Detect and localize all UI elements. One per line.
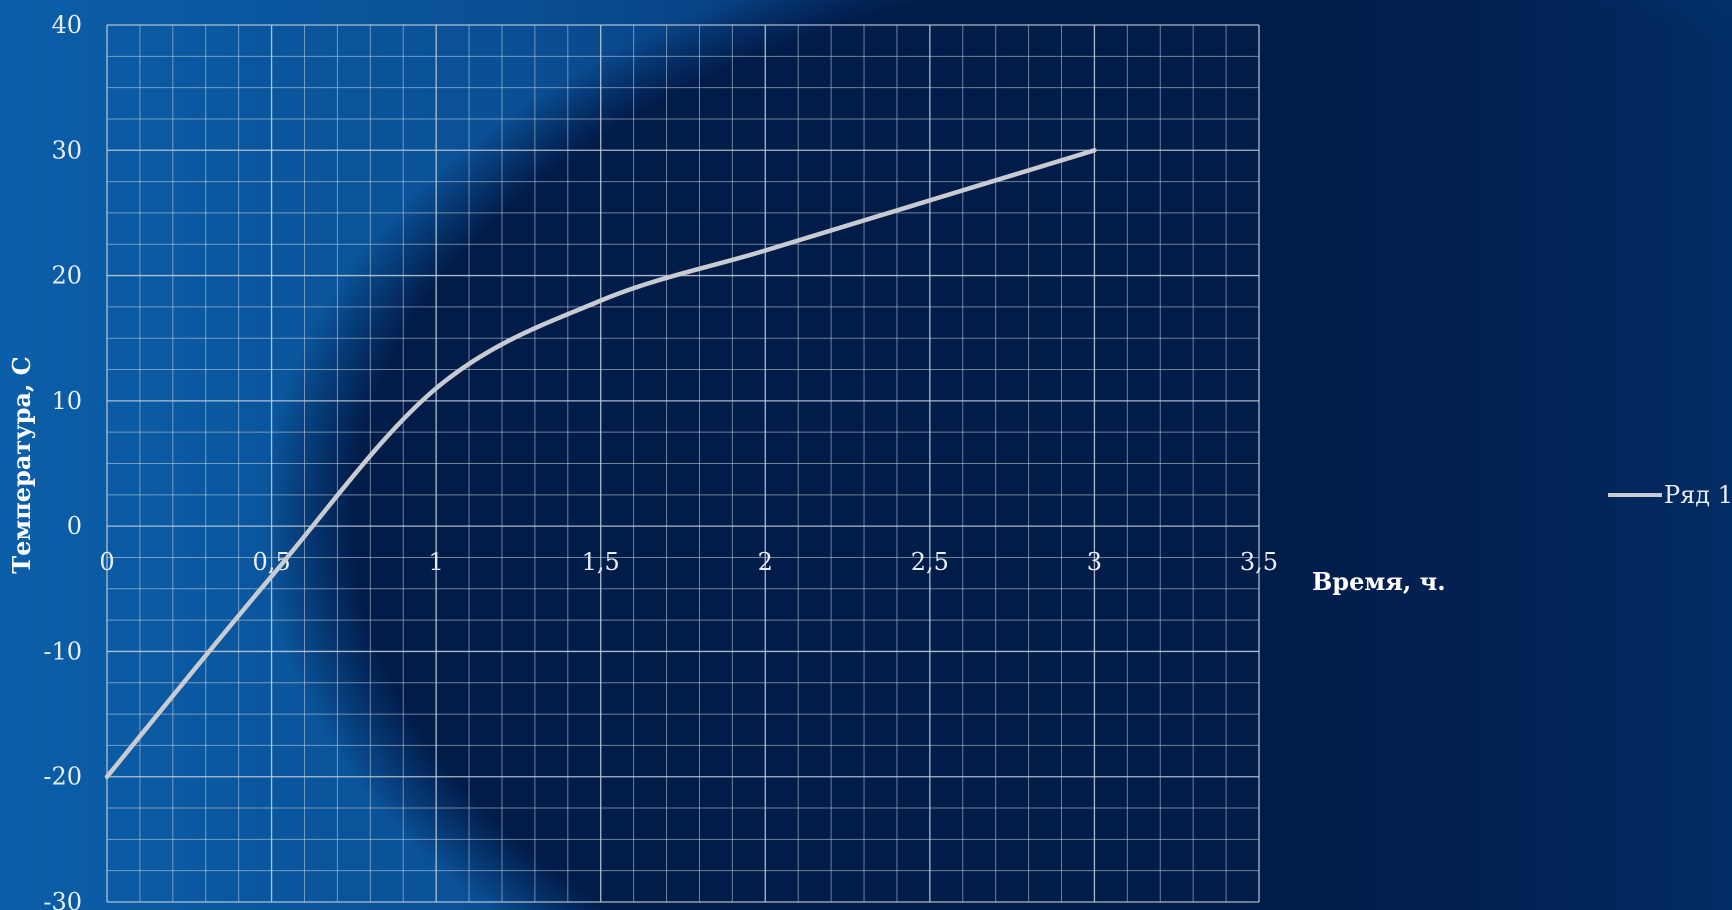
y-tick-label: -10: [43, 637, 82, 665]
y-tick-label: 10: [51, 387, 82, 415]
x-tick-label: 1,5: [582, 548, 620, 576]
x-tick-label: 0: [99, 548, 114, 576]
y-tick-label: 0: [67, 512, 82, 540]
x-tick-label: 3,5: [1240, 548, 1278, 576]
x-tick-label: 2,5: [911, 548, 949, 576]
background-right-fade: [1250, 0, 1732, 910]
legend-label-ryad-1: Ряд 1: [1664, 481, 1732, 509]
y-axis-title: Температура, С: [7, 356, 36, 574]
x-tick-label: 2: [758, 548, 773, 576]
legend: Ряд 1: [1608, 481, 1732, 509]
y-tick-label: -30: [43, 888, 82, 910]
grid: [106, 24, 1260, 903]
series-line-ryad-1: [104, 148, 1097, 779]
x-tick-label: 1: [429, 548, 444, 576]
y-tick-label: 20: [51, 262, 82, 290]
x-axis-title: Время, ч.: [1312, 567, 1446, 596]
x-tick-label: 3: [1087, 548, 1102, 576]
series-layer: [104, 148, 1097, 779]
y-tick-label: 40: [51, 11, 82, 39]
y-tick-label: 30: [51, 136, 82, 164]
y-tick-label: -20: [43, 763, 82, 791]
